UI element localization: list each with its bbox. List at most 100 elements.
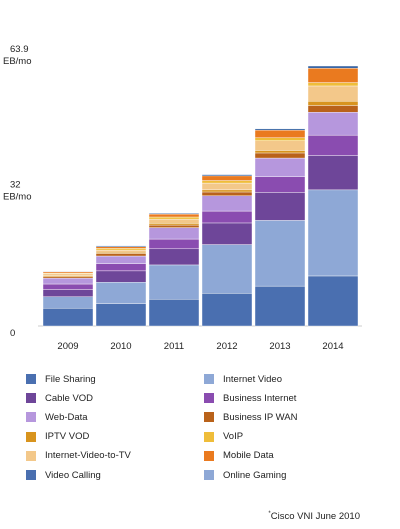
x-tick-label: 2014 [322, 341, 343, 352]
legend-swatch [26, 374, 36, 384]
bar-segment [42, 296, 94, 309]
bar-segment [201, 195, 253, 212]
bar-segment [148, 223, 200, 226]
bar-segment [254, 128, 306, 131]
bar-segment [95, 282, 147, 304]
legend-swatch [26, 393, 36, 404]
legend-item: File Sharing [26, 370, 96, 388]
bar-segment [42, 283, 94, 290]
bar-segment [307, 82, 359, 87]
x-tick-label: 2011 [164, 341, 184, 352]
legend-swatch [26, 450, 36, 461]
legend-item: Online Gaming [204, 466, 286, 484]
bar-segment [254, 192, 306, 221]
bar-segment [148, 218, 200, 224]
bar-segment [254, 157, 306, 177]
bar-segment [42, 273, 94, 276]
bar-segment [307, 67, 359, 83]
bar-segment [201, 222, 253, 245]
bar-segment [307, 134, 359, 156]
legend-label: Internet-Video-to-TV [45, 450, 131, 462]
legend-item: Video Calling [26, 466, 101, 484]
bar-segment [254, 176, 306, 193]
bar-segment [148, 299, 200, 327]
legend-label: File Sharing [45, 373, 96, 385]
legend-label: Internet Video [223, 373, 282, 385]
legend-item: Internet-Video-to-TV [26, 447, 131, 465]
legend-label: Mobile Data [223, 450, 274, 462]
y-tick-label: 63.9 [10, 44, 29, 55]
bar-segment [148, 216, 200, 220]
legend-swatch [204, 431, 214, 442]
x-tick-label: 2013 [269, 341, 290, 352]
bar-segment [307, 85, 359, 102]
bar-segment [201, 210, 253, 224]
bar-segment [95, 253, 147, 257]
y-tick-unit: EB/mo [3, 191, 32, 202]
bar-segment [148, 227, 200, 240]
legend-label: IPTV VOD [45, 431, 90, 443]
bar-segment [254, 140, 306, 151]
legend-label: Business IP WAN [223, 411, 298, 423]
bar-segment [201, 175, 253, 181]
y-tick-label: 32 [10, 179, 21, 190]
bar-segment [95, 245, 147, 247]
source-mark: * [268, 511, 271, 517]
bar-segment [201, 191, 253, 197]
bar-segment [148, 213, 200, 218]
x-tick-label: 2012 [216, 341, 237, 352]
legend-item: Cable VOD [26, 389, 93, 407]
bar-segment [307, 65, 359, 69]
bar-segment [307, 112, 359, 136]
legend-label: Web-Data [45, 411, 88, 423]
bar-segment [254, 285, 306, 327]
legend-item: Mobile Data [204, 447, 274, 465]
x-tick-label: 2009 [57, 341, 78, 352]
bar-segment [307, 101, 359, 106]
x-tick-label: 2010 [110, 341, 131, 352]
bar-segment [148, 212, 200, 215]
bar-segment [201, 244, 253, 294]
legend-item: VoIP [204, 428, 243, 446]
bar-segment [42, 277, 94, 285]
bar-segment [148, 238, 200, 250]
legend-swatch [204, 450, 214, 461]
bar-segment [307, 275, 359, 327]
bar-segment [42, 307, 94, 327]
y-tick-label: 0 [10, 328, 15, 339]
legend-item: IPTV VOD [26, 428, 89, 446]
bar-segment [95, 255, 147, 264]
source-text: Cisco VNI June 2010 [270, 511, 360, 523]
bar-segment [307, 105, 359, 113]
bar-segment [95, 246, 147, 249]
bar-segment [254, 152, 306, 159]
bar-segment [254, 220, 306, 287]
bar-segment [307, 189, 359, 277]
legend-swatch [204, 393, 214, 404]
legend-item: Internet Video [204, 370, 282, 388]
bar-segment [201, 293, 253, 327]
legend-item: Web-Data [26, 408, 88, 426]
source-note: *Cisco VNI June 2010 [268, 511, 360, 522]
legend-item: Business Internet [204, 389, 296, 407]
bar-segment [95, 248, 147, 251]
bar-segment [95, 303, 147, 327]
legend-label: VoIP [223, 431, 244, 443]
legend-swatch [26, 412, 36, 423]
legend-label: Business Internet [223, 392, 297, 404]
bar-segment [95, 270, 147, 283]
legend-label: Online Gaming [223, 469, 287, 481]
bar-segment [148, 264, 200, 300]
bar-segment [201, 180, 253, 184]
bar-segment [42, 289, 94, 297]
y-tick-unit: EB/mo [3, 56, 32, 67]
bar-segment [254, 137, 306, 141]
legend-swatch [26, 470, 36, 480]
bar-segment [307, 155, 359, 191]
legend-swatch [204, 470, 214, 480]
bar-segment [254, 129, 306, 138]
bar-segment [148, 248, 200, 266]
bar-segment [201, 182, 253, 191]
legend-swatch [204, 374, 214, 384]
